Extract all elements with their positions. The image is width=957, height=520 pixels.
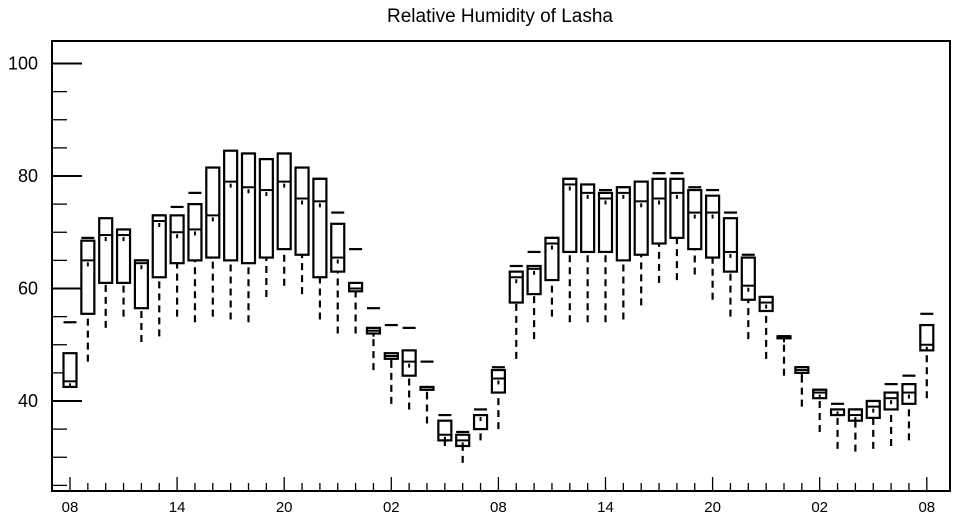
box-body bbox=[633, 180, 649, 256]
x-tick-label: 02 bbox=[383, 499, 400, 516]
box-body bbox=[669, 177, 685, 239]
y-tick-label: 60 bbox=[18, 279, 38, 299]
box-body bbox=[580, 183, 596, 254]
box-body bbox=[651, 177, 667, 245]
box-body bbox=[80, 239, 96, 315]
box-body bbox=[544, 236, 560, 282]
box-body bbox=[115, 228, 132, 284]
plot-frame bbox=[51, 40, 951, 492]
box-body bbox=[526, 264, 542, 296]
x-tick-label: 20 bbox=[276, 499, 293, 516]
box-body bbox=[151, 214, 167, 279]
box-body bbox=[615, 186, 631, 262]
box-body bbox=[240, 152, 257, 265]
x-tick-label: 02 bbox=[811, 499, 828, 516]
box-body bbox=[740, 256, 756, 301]
box-body bbox=[562, 177, 578, 254]
box-body bbox=[901, 383, 917, 405]
x-tick-label: 14 bbox=[597, 499, 614, 516]
box-body bbox=[758, 295, 774, 313]
box-body bbox=[330, 222, 346, 273]
y-tick-label: 80 bbox=[18, 166, 38, 186]
box-body bbox=[223, 149, 239, 262]
x-tick-label: 14 bbox=[169, 499, 186, 516]
x-tick-label: 08 bbox=[918, 499, 935, 516]
box-body bbox=[294, 166, 310, 256]
box-body bbox=[98, 217, 114, 284]
box-body bbox=[276, 152, 292, 251]
box-body bbox=[133, 259, 149, 310]
box-body bbox=[401, 349, 417, 377]
x-tick-label: 20 bbox=[704, 499, 721, 516]
box-body bbox=[205, 166, 221, 259]
x-tick-label: 08 bbox=[490, 499, 507, 516]
box-body bbox=[722, 217, 739, 273]
box-body bbox=[348, 281, 364, 293]
box-body bbox=[258, 158, 274, 259]
box-body bbox=[169, 214, 185, 265]
x-tick-label: 08 bbox=[62, 499, 79, 516]
y-tick-label: 100 bbox=[8, 54, 38, 74]
y-tick-label: 40 bbox=[18, 391, 38, 411]
plot-area: 40 60 80 100 08 14 20 02 08 14 20 02 08 bbox=[8, 40, 951, 516]
box-body bbox=[687, 188, 703, 251]
box-body bbox=[704, 194, 721, 259]
box-body bbox=[312, 177, 328, 279]
box-body bbox=[597, 191, 614, 254]
box-body bbox=[508, 270, 524, 304]
chart-title: Relative Humidity of Lasha bbox=[387, 6, 613, 27]
box-body bbox=[919, 323, 935, 352]
